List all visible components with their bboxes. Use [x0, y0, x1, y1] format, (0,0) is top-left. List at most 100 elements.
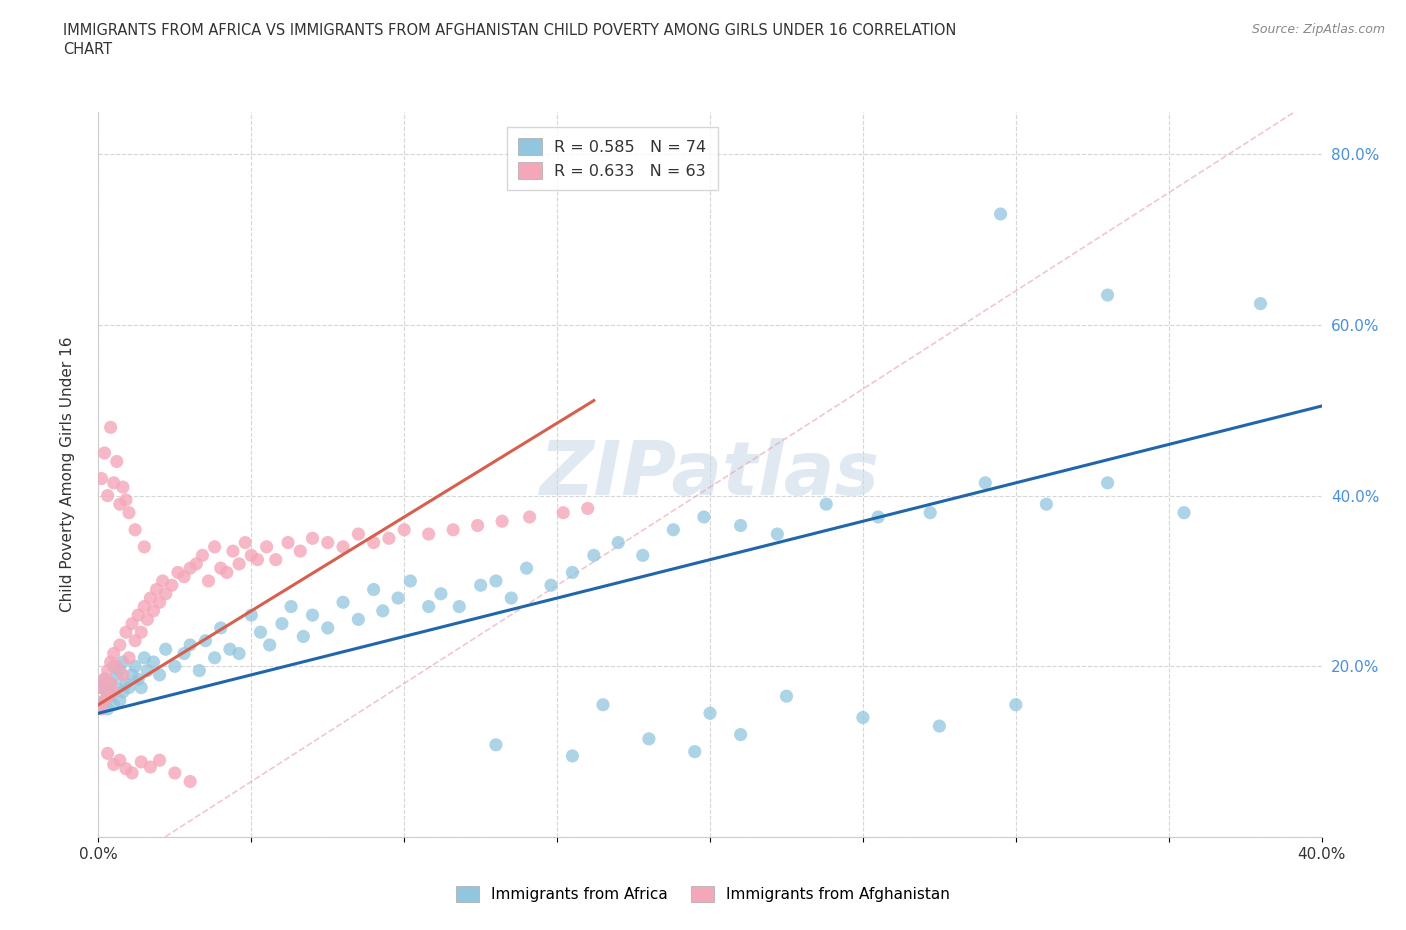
- Point: [127, 607, 149, 622]
- Point: [363, 535, 385, 550]
- Point: [392, 523, 416, 538]
- Point: [108, 693, 131, 708]
- Point: [215, 565, 238, 580]
- Point: [519, 510, 541, 525]
- Point: [134, 599, 156, 614]
- Point: [730, 518, 752, 533]
- Point: [145, 582, 167, 597]
- Point: [683, 744, 706, 759]
- Text: ZIPatlas: ZIPatlas: [540, 438, 880, 511]
- Point: [108, 497, 131, 512]
- Point: [249, 625, 271, 640]
- Point: [467, 518, 489, 533]
- Point: [129, 625, 152, 640]
- Point: [163, 658, 186, 673]
- Point: [93, 693, 115, 708]
- Point: [90, 701, 112, 716]
- Point: [124, 633, 146, 648]
- Point: [485, 574, 508, 589]
- Point: [100, 420, 122, 435]
- Point: [167, 565, 190, 580]
- Point: [316, 535, 339, 550]
- Point: [631, 548, 654, 563]
- Point: [1035, 497, 1057, 512]
- Point: [363, 582, 385, 597]
- Point: [553, 505, 575, 520]
- Point: [142, 604, 165, 618]
- Point: [118, 505, 141, 520]
- Point: [134, 539, 156, 554]
- Point: [97, 689, 120, 704]
- Point: [108, 752, 131, 767]
- Point: [90, 698, 112, 712]
- Point: [111, 668, 134, 683]
- Point: [179, 774, 201, 789]
- Point: [371, 604, 394, 618]
- Point: [129, 680, 152, 695]
- Point: [1004, 698, 1026, 712]
- Point: [204, 650, 226, 665]
- Point: [277, 535, 299, 550]
- Point: [292, 629, 315, 644]
- Point: [155, 642, 177, 657]
- Text: Source: ZipAtlas.com: Source: ZipAtlas.com: [1251, 23, 1385, 36]
- Point: [240, 607, 263, 622]
- Legend: R = 0.585   N = 74, R = 0.633   N = 63: R = 0.585 N = 74, R = 0.633 N = 63: [506, 126, 718, 191]
- Point: [582, 548, 605, 563]
- Point: [103, 757, 125, 772]
- Legend: Immigrants from Africa, Immigrants from Afghanistan: Immigrants from Africa, Immigrants from …: [450, 880, 956, 909]
- Point: [111, 655, 134, 670]
- Point: [246, 552, 269, 567]
- Point: [233, 535, 256, 550]
- Point: [173, 569, 195, 584]
- Point: [103, 475, 125, 490]
- Point: [301, 607, 323, 622]
- Point: [134, 650, 156, 665]
- Point: [576, 501, 599, 516]
- Point: [108, 663, 131, 678]
- Point: [100, 676, 122, 691]
- Point: [868, 510, 890, 525]
- Point: [270, 617, 292, 631]
- Point: [516, 561, 538, 576]
- Point: [430, 586, 453, 601]
- Point: [775, 689, 797, 704]
- Point: [347, 612, 370, 627]
- Point: [449, 599, 471, 614]
- Point: [1173, 505, 1195, 520]
- Point: [149, 595, 172, 610]
- Point: [441, 523, 464, 538]
- Point: [127, 671, 149, 686]
- Point: [139, 760, 162, 775]
- Point: [1249, 296, 1271, 311]
- Point: [103, 684, 125, 699]
- Point: [228, 556, 250, 571]
- Point: [97, 663, 120, 678]
- Point: [637, 731, 661, 746]
- Point: [264, 552, 287, 567]
- Point: [149, 752, 172, 767]
- Point: [124, 523, 146, 538]
- Point: [186, 556, 208, 571]
- Point: [111, 684, 134, 699]
- Point: [93, 445, 115, 460]
- Point: [111, 480, 134, 495]
- Point: [100, 689, 122, 704]
- Point: [93, 671, 115, 686]
- Point: [662, 523, 685, 538]
- Point: [387, 591, 409, 605]
- Point: [592, 698, 614, 712]
- Point: [103, 658, 125, 673]
- Point: [100, 655, 122, 670]
- Point: [115, 625, 138, 640]
- Point: [129, 754, 152, 769]
- Point: [974, 475, 997, 490]
- Point: [399, 574, 422, 589]
- Point: [103, 698, 125, 712]
- Point: [693, 510, 716, 525]
- Point: [179, 638, 201, 653]
- Point: [121, 668, 143, 683]
- Point: [1097, 475, 1119, 490]
- Point: [115, 493, 138, 508]
- Point: [316, 620, 339, 635]
